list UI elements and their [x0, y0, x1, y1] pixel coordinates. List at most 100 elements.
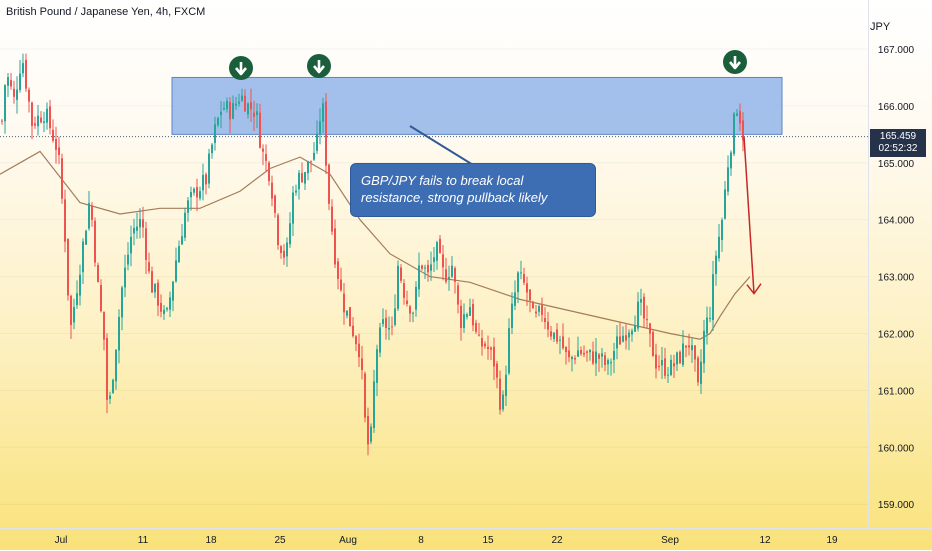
price-tick: 163.000 — [878, 273, 915, 284]
candle-body — [544, 318, 546, 322]
candle-body — [691, 345, 693, 351]
candle-body — [235, 103, 237, 106]
candle-body — [685, 345, 687, 348]
candle-body — [325, 101, 327, 166]
candle-body — [370, 426, 372, 442]
candle-body — [592, 351, 594, 364]
candle-body — [376, 349, 378, 383]
candle-body — [724, 189, 726, 219]
candle-body — [463, 314, 465, 328]
candle-body — [640, 299, 642, 303]
candle-body — [139, 218, 141, 228]
candle-body — [148, 262, 150, 272]
candle-body — [265, 154, 267, 161]
candle-body — [424, 267, 426, 269]
candle-body — [229, 102, 231, 120]
candle-body — [157, 282, 159, 306]
candle-body — [499, 378, 501, 410]
candle-body — [520, 272, 522, 274]
candle-body — [700, 361, 702, 384]
candle-body — [88, 203, 90, 229]
candle-body — [649, 323, 651, 334]
candle-body — [319, 121, 321, 135]
candle-body — [289, 223, 291, 245]
candle-body — [49, 106, 51, 129]
candle-body — [595, 351, 597, 364]
price-tick: 159.000 — [878, 500, 915, 511]
candle-body — [1, 120, 3, 122]
candle-body — [70, 295, 72, 325]
candle-body — [46, 108, 48, 123]
candle-body — [337, 261, 339, 279]
candle-body — [571, 356, 573, 360]
candle-body — [295, 190, 297, 193]
candle-body — [253, 112, 255, 117]
candle-body — [559, 339, 561, 341]
candle-body — [160, 302, 162, 312]
sell-signal-icon — [307, 54, 331, 78]
candle-body — [361, 358, 363, 371]
candle-body — [262, 148, 264, 152]
candle-body — [493, 346, 495, 367]
candle-body — [10, 79, 12, 87]
candle-body — [730, 152, 732, 169]
candle-body — [34, 123, 36, 126]
candle-body — [661, 360, 663, 366]
candle-body — [553, 332, 555, 339]
candle-body — [355, 336, 357, 345]
candle-body — [430, 264, 432, 271]
candle-body — [508, 328, 510, 374]
candle-body — [586, 351, 588, 353]
candle-body — [124, 267, 126, 288]
candle-body — [397, 265, 399, 309]
candle-body — [169, 297, 171, 310]
candle-body — [64, 199, 66, 242]
candle-body — [208, 153, 210, 184]
candle-body — [409, 306, 411, 314]
candle-body — [346, 310, 348, 316]
candle-body — [364, 373, 366, 418]
candle-body — [106, 337, 108, 400]
candle-body — [136, 226, 138, 231]
candle-body — [418, 265, 420, 290]
price-axis[interactable] — [868, 0, 932, 528]
candle-body — [505, 374, 507, 396]
time-axis[interactable] — [0, 528, 932, 551]
candle-body — [172, 281, 174, 301]
candle-body — [133, 227, 135, 234]
price-axis-ticks: 167.000 166.000 165.000 164.000 163.000 162.0… — [878, 45, 915, 511]
candle-body — [109, 395, 111, 399]
candle-body — [529, 289, 531, 301]
candle-body — [256, 111, 258, 116]
sell-signal-icon — [723, 50, 747, 74]
candle-body — [448, 277, 450, 280]
candle-body — [415, 286, 417, 310]
projection-arrow[interactable] — [743, 136, 762, 295]
candle-body — [466, 314, 468, 317]
candle-body — [118, 316, 120, 351]
candle-body — [445, 269, 447, 282]
candle-body — [100, 285, 102, 312]
candle-body — [601, 353, 603, 357]
candle-body — [400, 267, 402, 281]
candle-body — [469, 307, 471, 316]
candle-body — [394, 308, 396, 325]
candle-body — [598, 354, 600, 359]
candle-body — [334, 228, 336, 265]
candle-body — [13, 88, 15, 97]
candle-body — [652, 331, 654, 357]
symbol-title: British Pound / Japanese Yen, 4h, FXCM — [6, 6, 206, 18]
candle-body — [565, 346, 567, 353]
candle-body — [484, 343, 486, 347]
annotation-callout[interactable]: GBP/JPY fails to break local resistance,… — [350, 163, 596, 217]
candle-body — [4, 85, 6, 122]
candle-body — [631, 330, 633, 335]
candle-body — [202, 174, 204, 191]
candle-body — [31, 102, 33, 126]
candle-body — [736, 113, 738, 116]
candle-body — [697, 357, 699, 383]
candle-body — [490, 347, 492, 350]
resistance-zone[interactable] — [171, 76, 783, 135]
candle-body — [439, 238, 441, 253]
